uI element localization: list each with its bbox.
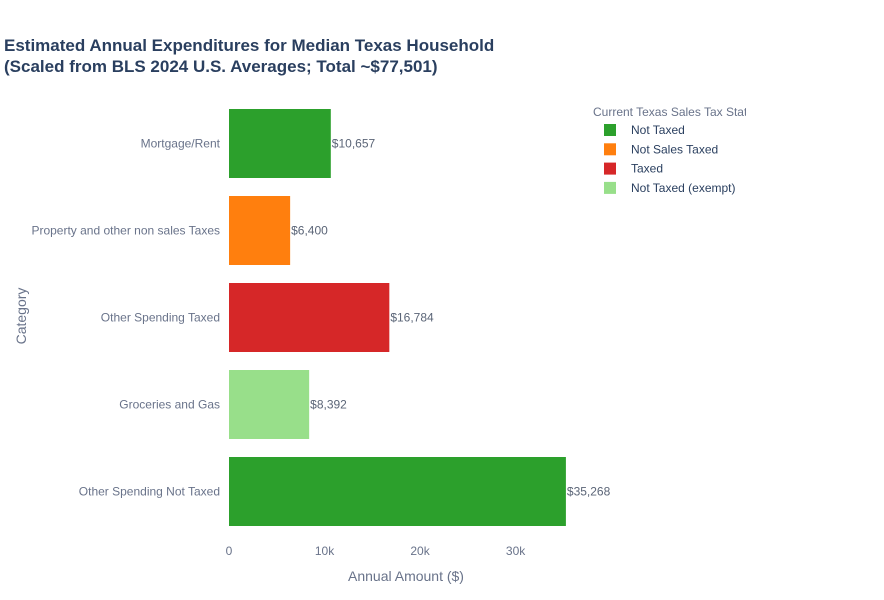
value-labels: $10,657 $6,400 $16,784 $8,392 $35,268 — [291, 137, 610, 499]
legend-label: Taxed — [631, 162, 663, 176]
legend-swatch — [604, 124, 616, 136]
legend-swatch — [604, 162, 616, 175]
category-label: Property and other non sales Taxes — [31, 224, 220, 238]
category-label: Groceries and Gas — [119, 398, 220, 412]
bar-value-label: $16,784 — [390, 311, 434, 325]
category-label: Other Spending Taxed — [101, 311, 220, 325]
x-tick-label: 20k — [410, 544, 430, 558]
bar[interactable] — [229, 457, 566, 526]
legend-title: Current Texas Sales Tax Stat — [593, 105, 748, 119]
bar[interactable] — [229, 283, 390, 352]
legend-item[interactable]: Taxed — [604, 162, 663, 176]
legend-item[interactable]: Not Taxed — [604, 123, 685, 137]
legend-items: Not Taxed Not Sales Taxed Taxed Not Taxed (… — [604, 123, 736, 195]
legend-item[interactable]: Not Sales Taxed — [604, 142, 718, 156]
legend-item[interactable]: Not Taxed (exempt) — [604, 181, 736, 195]
category-label: Mortgage/Rent — [141, 137, 221, 151]
chart-subtitle: (Scaled from BLS 2024 U.S. Averages; Tot… — [4, 57, 438, 76]
bar[interactable] — [229, 196, 291, 265]
x-tick-label: 0 — [226, 544, 233, 558]
bar-value-label: $35,268 — [567, 485, 611, 499]
legend: Current Texas Sales Tax Stat Not TaxedNo… — [593, 105, 748, 195]
x-tick-label: 10k — [315, 544, 335, 558]
legend-label: Not Sales Taxed — [631, 142, 718, 156]
y-axis-title: Category — [13, 288, 29, 345]
category-label: Other Spending Not Taxed — [79, 485, 220, 499]
x-axis-ticks: 0 10k 20k 30k — [226, 544, 527, 558]
bar[interactable] — [229, 370, 310, 439]
x-axis-title: Annual Amount ($) — [348, 568, 464, 584]
category-labels: Mortgage/Rent Property and other non sale… — [31, 137, 220, 499]
bar-value-label: $10,657 — [332, 137, 376, 151]
legend-label: Not Taxed — [631, 123, 685, 137]
x-tick-label: 30k — [506, 544, 526, 558]
bar[interactable] — [229, 109, 331, 178]
bar-value-label: $6,400 — [291, 224, 328, 238]
bars-layer — [229, 109, 566, 526]
bar-value-label: $8,392 — [310, 398, 347, 412]
legend-label: Not Taxed (exempt) — [631, 181, 736, 195]
chart-title: Estimated Annual Expenditures for Median… — [4, 36, 494, 55]
legend-swatch — [604, 143, 616, 156]
legend-swatch — [604, 181, 616, 194]
